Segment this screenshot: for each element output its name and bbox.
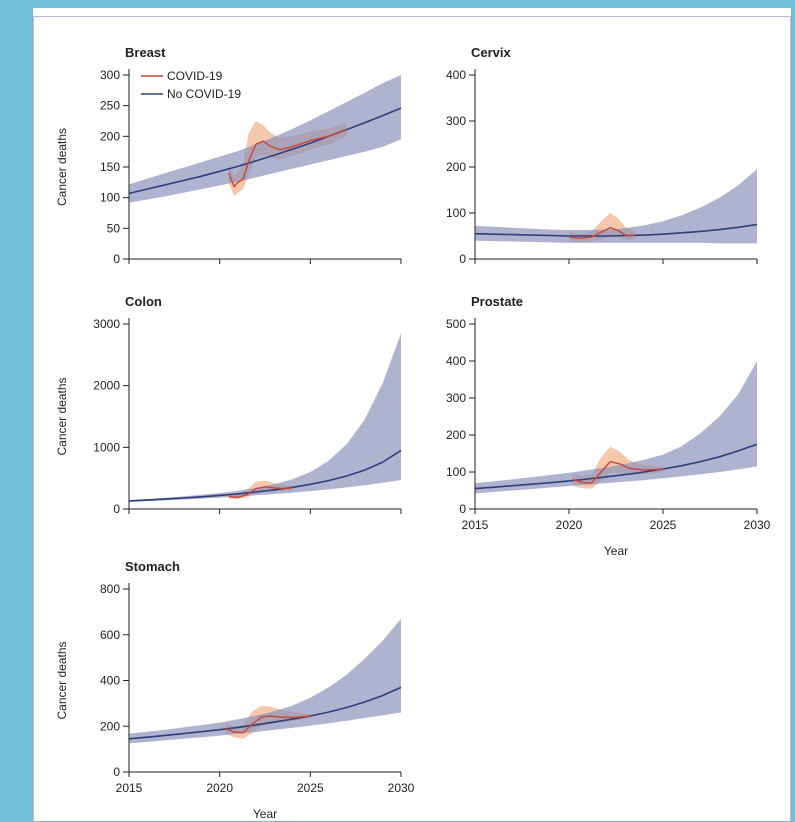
- y-tick-label: 0: [459, 252, 466, 266]
- x-tick-label: 2030: [388, 781, 415, 795]
- y-axis-label: Cancer deaths: [55, 377, 69, 455]
- legend-label: COVID-19: [167, 69, 223, 83]
- covid-line: [228, 486, 293, 499]
- y-tick-label: 0: [113, 502, 120, 516]
- y-tick-label: 100: [100, 191, 120, 205]
- y-tick-label: 100: [446, 465, 466, 479]
- no-covid-line: [128, 449, 402, 502]
- y-tick-label: 300: [100, 68, 120, 82]
- y-tick-label: 500: [446, 317, 466, 331]
- y-tick-label: 0: [113, 252, 120, 266]
- chart-stomach: 0 200 400 600 800 2015 2020 2025 2030 Stomach Canc…: [55, 559, 415, 821]
- figure: 0 50 100 150 200 250 300 Breast Cancer deaths COV…: [55, 45, 771, 821]
- x-tick-label: 2020: [556, 518, 583, 532]
- y-tick-label: 400: [100, 674, 120, 688]
- chart-title: Breast: [125, 45, 166, 60]
- y-tick-label: 250: [100, 99, 120, 113]
- x-tick-label: 2015: [116, 781, 143, 795]
- y-tick-label: 100: [446, 206, 466, 220]
- y-tick-label: 300: [446, 114, 466, 128]
- x-tick-label: 2025: [297, 781, 324, 795]
- y-tick-label: 400: [446, 354, 466, 368]
- no-covid-line: [474, 223, 758, 237]
- chart-title: Prostate: [471, 294, 523, 309]
- chart-title: Colon: [125, 294, 162, 309]
- no-covid-line: [474, 443, 758, 490]
- figure-panel: 0 50 100 150 200 250 300 Breast Cancer deaths COV…: [33, 16, 791, 821]
- y-tick-label: 400: [446, 68, 466, 82]
- y-tick-label: 150: [100, 160, 120, 174]
- no-covid-uncertainty-band: [129, 618, 401, 744]
- x-tick-label: 2030: [744, 518, 771, 532]
- chart-title: Stomach: [125, 559, 180, 574]
- y-tick-label: 800: [100, 582, 120, 596]
- chart-breast: 0 50 100 150 200 250 300 Breast Cancer deaths COV…: [55, 45, 402, 266]
- y-tick-label: 0: [459, 502, 466, 516]
- x-tick-label: 2020: [206, 781, 233, 795]
- chart-title: Cervix: [471, 45, 512, 60]
- chart-colon: 0 1000 2000 3000 Colon Cancer deaths: [55, 294, 402, 516]
- y-tick-label: 300: [446, 391, 466, 405]
- no-covid-line: [128, 686, 402, 740]
- y-tick-label: 2000: [93, 379, 120, 393]
- y-tick-label: 0: [113, 765, 120, 779]
- no-covid-uncertainty-band: [475, 169, 757, 244]
- no-covid-uncertainty-band: [129, 75, 401, 203]
- chart-cervix: 0 100 200 300 400 Cervix: [446, 45, 758, 266]
- y-tick-label: 200: [446, 428, 466, 442]
- no-covid-uncertainty-band: [129, 333, 401, 502]
- y-tick-label: 200: [100, 129, 120, 143]
- chart-prostate: 0 100 200 300 400 500 2015 2020 2025 2030 Prostate…: [446, 294, 771, 558]
- y-tick-label: 600: [100, 628, 120, 642]
- y-axis-label: Cancer deaths: [55, 128, 69, 206]
- x-axis-label: Year: [253, 807, 277, 821]
- x-tick-label: 2015: [462, 518, 489, 532]
- y-axis-label: Cancer deaths: [55, 641, 69, 719]
- y-tick-label: 200: [100, 719, 120, 733]
- x-tick-label: 2025: [650, 518, 677, 532]
- y-tick-label: 3000: [93, 317, 120, 331]
- legend: COVID-19 No COVID-19: [141, 69, 241, 101]
- no-covid-uncertainty-band: [475, 361, 757, 494]
- y-tick-label: 1000: [93, 440, 120, 454]
- legend-label: No COVID-19: [167, 87, 241, 101]
- covid-line: [228, 128, 347, 188]
- figure-frame: 0 50 100 150 200 250 300 Breast Cancer deaths COV…: [33, 8, 791, 821]
- covid-line: [224, 715, 311, 734]
- covid-line: [572, 460, 664, 484]
- covid-line: [568, 226, 635, 240]
- x-axis-label: Year: [604, 544, 628, 558]
- y-tick-label: 200: [446, 160, 466, 174]
- y-tick-label: 50: [107, 221, 121, 235]
- no-covid-line: [128, 107, 402, 195]
